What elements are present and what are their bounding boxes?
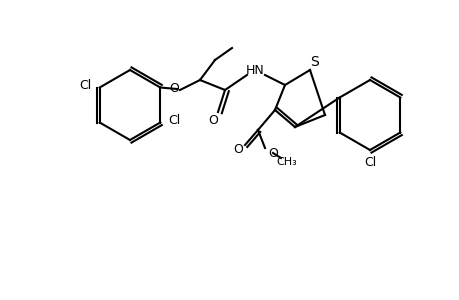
Text: O: O bbox=[207, 113, 218, 127]
Text: Cl: Cl bbox=[363, 155, 375, 169]
Text: O: O bbox=[268, 146, 277, 160]
Text: O: O bbox=[169, 82, 179, 94]
Text: Cl: Cl bbox=[168, 114, 180, 127]
Text: HN: HN bbox=[245, 64, 264, 76]
Text: S: S bbox=[310, 55, 319, 69]
Text: Cl: Cl bbox=[79, 79, 92, 92]
Text: CH₃: CH₃ bbox=[276, 157, 297, 167]
Text: O: O bbox=[233, 142, 242, 155]
